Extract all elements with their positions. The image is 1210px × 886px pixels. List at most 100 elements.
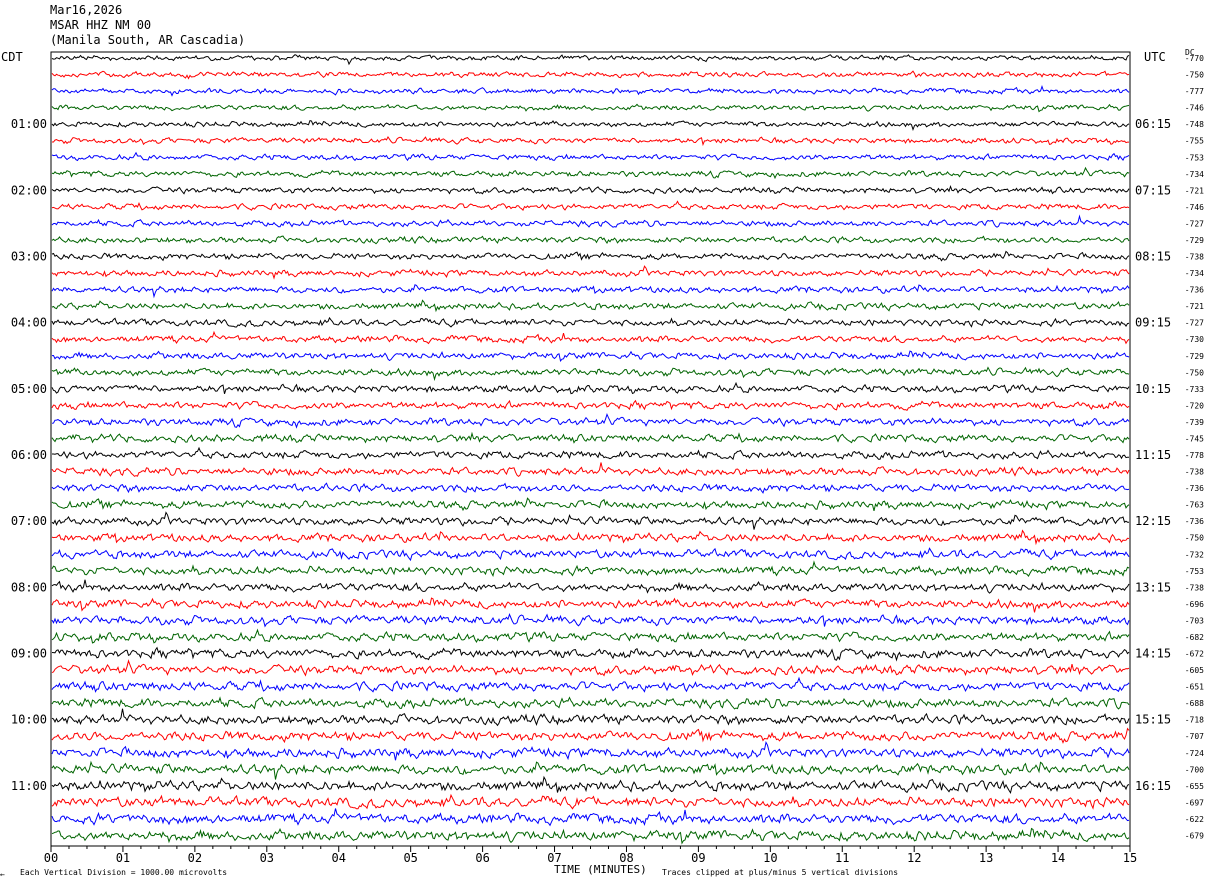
seismic-trace [51,54,1130,66]
x-axis-title: TIME (MINUTES) [554,863,647,876]
dc-offset-value: -736 [1185,286,1204,295]
dc-offset-value: -672 [1185,650,1204,659]
dc-offset-value: -707 [1185,732,1204,741]
seismic-trace [51,184,1130,195]
station-code: MSAR HHZ NM 00 [50,18,152,32]
seismic-trace [51,284,1130,299]
x-tick-label: 14 [1051,851,1065,865]
left-hour-label: 10:00 [11,713,47,727]
seismic-trace [51,265,1130,280]
left-hour-label: 01:00 [11,117,47,131]
x-tick-label: 03 [260,851,274,865]
left-hour-label: 05:00 [11,382,47,396]
dc-offset-column: -770 -750 -777 -746 -748 -755 -753 -734 -721 -746… [1185,54,1204,840]
seismic-trace [51,412,1130,429]
dc-offset-header: DC [1185,48,1195,57]
dc-offset-value: -729 [1185,352,1204,361]
right-timezone-label: UTC [1144,50,1166,64]
seismic-trace [51,84,1130,97]
right-hour-axis: 06:15 07:15 08:15 09:15 10:15 11:15 12:15 13:15… [1135,117,1171,793]
x-tick-label: 04 [332,851,346,865]
vertical-division-note: Each Vertical Division = 1000.00 microvo… [20,868,228,877]
right-hour-label: 06:15 [1135,117,1171,131]
x-tick-label: 09 [691,851,705,865]
right-hour-label: 09:15 [1135,316,1171,330]
dc-offset-value: -703 [1185,616,1204,625]
dc-offset-value: -721 [1185,302,1204,311]
dc-offset-value: -736 [1185,484,1204,493]
dc-offset-value: -746 [1185,203,1204,212]
left-hour-label: 11:00 [11,779,47,793]
dc-offset-value: -770 [1185,54,1204,63]
left-hour-label: 04:00 [11,316,47,330]
seismic-trace [51,482,1130,494]
dc-offset-value: -745 [1185,434,1204,443]
seismic-trace [52,446,1129,461]
x-tick-label: 11 [835,851,849,865]
x-tick-label: 13 [979,851,993,865]
x-tick-label: 15 [1123,851,1137,865]
dc-offset-value: -730 [1185,335,1204,344]
dc-offset-value: -739 [1185,418,1204,427]
right-hour-label: 14:15 [1135,647,1171,661]
seismic-trace [51,597,1130,613]
seismic-trace [51,659,1130,677]
left-hour-axis: 01:00 02:00 03:00 04:00 05:00 06:00 07:00 08:00… [11,117,47,793]
station-location: (Manila South, AR Cascadia) [50,33,246,47]
dc-offset-value: -738 [1185,253,1204,262]
seismic-trace [51,250,1130,262]
seismic-trace [51,235,1130,245]
clip-note: Traces clipped at plus/minus 5 vertical … [662,868,899,877]
left-hour-label: 03:00 [11,250,47,264]
dc-offset-value: -738 [1185,468,1204,477]
dc-offset-value: -622 [1185,815,1204,824]
seismic-trace [51,775,1130,794]
seismic-trace [51,727,1130,744]
seismic-trace [51,214,1130,228]
left-hour-label: 08:00 [11,580,47,594]
dc-offset-value: -696 [1185,600,1204,609]
dc-offset-value: -605 [1185,666,1204,675]
seismic-trace [51,646,1130,662]
seismic-trace [51,330,1130,345]
corner-arrow-icon: ← [0,870,5,879]
seismic-trace [51,579,1130,594]
seismic-trace [51,200,1130,211]
left-hour-label: 07:00 [11,514,47,528]
left-hour-label: 02:00 [11,183,47,197]
dc-offset-value: -655 [1185,782,1204,791]
right-hour-label: 08:15 [1135,250,1171,264]
dc-offset-value: -718 [1185,716,1204,725]
seismic-trace [51,676,1130,693]
dc-offset-value: -724 [1185,749,1204,758]
dc-offset-value: -682 [1185,633,1204,642]
x-tick-label: 10 [763,851,777,865]
seismic-trace [51,151,1130,162]
x-tick-label: 01 [116,851,130,865]
dc-offset-value: -688 [1185,699,1204,708]
right-hour-label: 15:15 [1135,713,1171,727]
dc-offset-value: -750 [1185,534,1204,543]
dc-offset-value: -720 [1185,401,1204,410]
right-hour-label: 07:15 [1135,183,1171,197]
seismic-trace [51,119,1130,132]
seismic-trace [51,399,1130,411]
trace-group [51,54,1130,845]
plot-date: Mar16,2026 [50,3,123,17]
seismic-trace [51,793,1130,810]
seismic-trace [51,511,1129,530]
seismic-trace [51,497,1130,512]
right-hour-label: 16:15 [1135,779,1171,793]
x-tick-label: 12 [907,851,921,865]
seismic-trace [51,316,1130,328]
dc-offset-value: -777 [1185,87,1204,96]
x-tick-label: 07 [547,851,561,865]
dc-offset-value: -727 [1185,319,1204,328]
seismic-trace [51,560,1130,578]
x-tick-label: 08 [619,851,633,865]
x-tick-label: 00 [44,851,58,865]
dc-offset-value: -750 [1185,368,1204,377]
dc-offset-value: -733 [1185,385,1204,394]
